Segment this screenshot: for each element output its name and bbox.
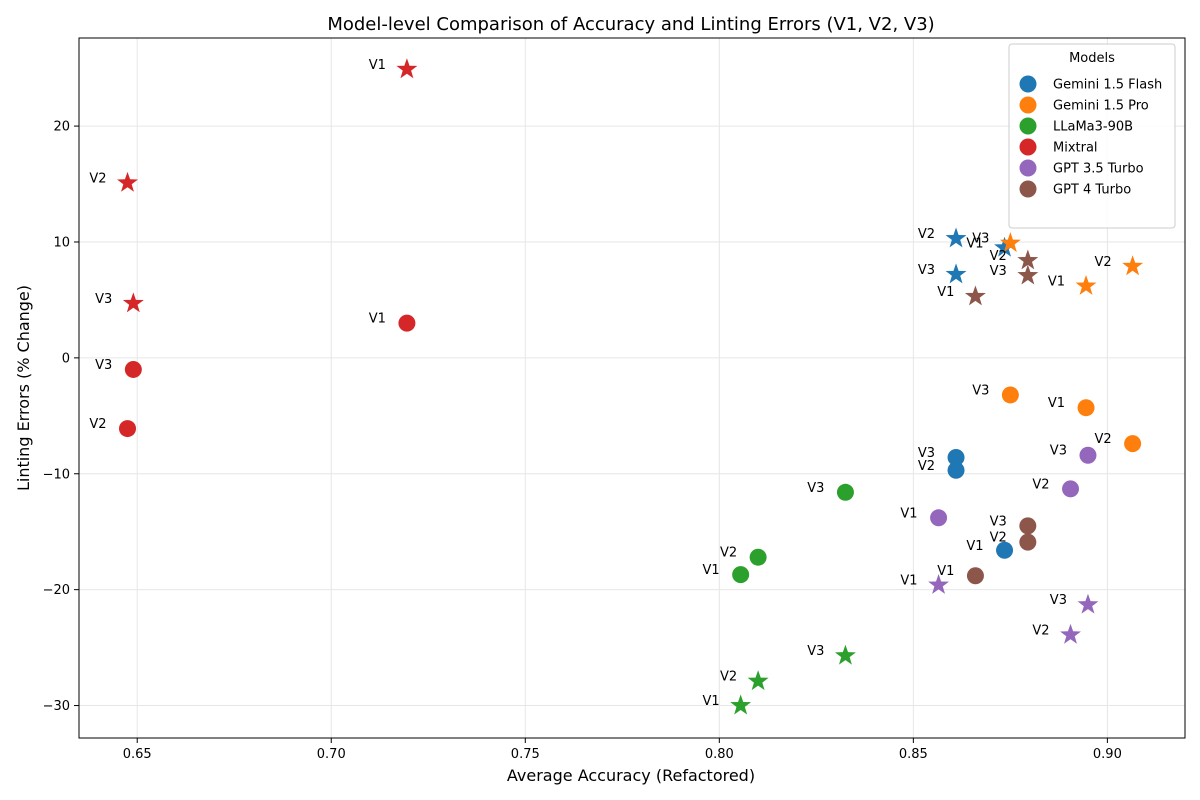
circle-marker [1079,447,1096,464]
y-tick-label: −30 [43,699,70,714]
y-axis-label: Linting Errors (% Change) [14,285,33,491]
legend-title: Models [1069,51,1115,66]
point-label: V1 [1048,396,1065,411]
star-marker [835,645,856,665]
y-tick-label: 20 [53,120,70,135]
legend-marker [1020,97,1037,114]
point-label: V1 [937,285,954,300]
y-tick-label: −20 [43,583,70,598]
point-label: V2 [990,531,1007,546]
legend-entry: Mixtral [1053,141,1098,156]
x-tick-label: 0.85 [899,747,928,762]
legend-marker [1020,76,1037,93]
legend-box [1009,44,1175,228]
point-label: V2 [89,417,106,432]
circle-marker [732,566,749,583]
legend-entry: Gemini 1.5 Flash [1053,78,1162,93]
star-marker [117,172,138,192]
point-label: V3 [990,264,1007,279]
star-marker [946,263,967,283]
x-tick-label: 0.75 [511,747,540,762]
circle-marker [948,449,965,466]
x-tick-label: 0.65 [123,747,152,762]
point-label: V2 [1032,477,1049,492]
point-label: V3 [972,383,989,398]
point-label: V3 [807,481,824,496]
y-tick-label: −10 [43,467,70,482]
point-label: V3 [918,263,935,278]
point-label: V1 [702,694,719,709]
y-tick-label: 0 [62,351,70,366]
circle-marker [1078,399,1095,416]
point-label: V3 [95,358,112,373]
legend-marker [1020,118,1037,135]
axis-ticks: 0.65 0.70 0.75 0.80 0.85 0.90 −30 −20 −10 0 10 20 [43,120,1122,762]
legend-marker [1020,160,1037,177]
point-label: V2 [918,227,935,242]
point-label: V2 [1094,255,1111,270]
star-marker [396,58,417,78]
point-label: V3 [972,232,989,247]
star-marker [748,670,769,690]
point-label: V2 [720,546,737,561]
point-label: V1 [900,574,917,589]
data-points: V1V2V3V1V2V3V1V2V3V1V2V3V1V2V3V1V2V3V1V2… [89,58,1143,715]
circle-marker [837,484,854,501]
point-label: V3 [95,292,112,307]
star-marker [946,228,967,248]
y-tick-label: 10 [53,235,70,250]
point-label: V1 [369,312,386,327]
star-marker [1076,275,1097,295]
circle-marker [1062,480,1079,497]
point-label: V2 [990,249,1007,264]
circle-marker [1019,534,1036,551]
circle-marker [750,549,767,566]
chart-title: Model-level Comparison of Accuracy and L… [327,14,934,35]
circle-marker [119,420,136,437]
legend-marker [1020,181,1037,198]
x-tick-label: 0.90 [1093,747,1122,762]
point-label: V3 [807,644,824,659]
circle-marker [1019,517,1036,534]
legend: Models Gemini 1.5 Flash Gemini 1.5 Pro LLaM… [1009,44,1175,228]
circle-marker [1002,386,1019,403]
point-label: V1 [937,564,954,579]
point-label: V3 [990,514,1007,529]
legend-entry: Gemini 1.5 Pro [1053,99,1149,114]
star-marker [1122,255,1143,275]
circle-marker [125,361,142,378]
point-label: V2 [1032,623,1049,638]
point-label: V2 [1094,432,1111,447]
circle-marker [398,315,415,332]
star-marker [1060,624,1081,644]
legend-marker [1020,139,1037,156]
legend-entry: GPT 3.5 Turbo [1053,162,1144,177]
x-tick-label: 0.80 [705,747,734,762]
star-marker [123,292,144,312]
point-label: V1 [369,58,386,73]
point-label: V1 [702,563,719,578]
circle-marker [967,567,984,584]
point-label: V3 [1050,593,1067,608]
point-label: V2 [720,670,737,685]
point-label: V1 [900,506,917,521]
circle-marker [930,509,947,526]
legend-entry: LLaMa3-90B [1053,120,1133,135]
point-label: V1 [1048,275,1065,290]
star-marker [1078,594,1099,614]
x-tick-label: 0.70 [317,747,346,762]
point-label: V3 [918,446,935,461]
legend-entry: GPT 4 Turbo [1053,183,1131,198]
star-marker [1017,265,1038,285]
point-label: V3 [1050,444,1067,459]
circle-marker [1124,435,1141,452]
point-label: V2 [89,171,106,186]
x-axis-label: Average Accuracy (Refactored) [507,766,755,785]
point-label: V1 [966,539,983,554]
star-marker [965,285,986,305]
star-marker [730,695,751,715]
